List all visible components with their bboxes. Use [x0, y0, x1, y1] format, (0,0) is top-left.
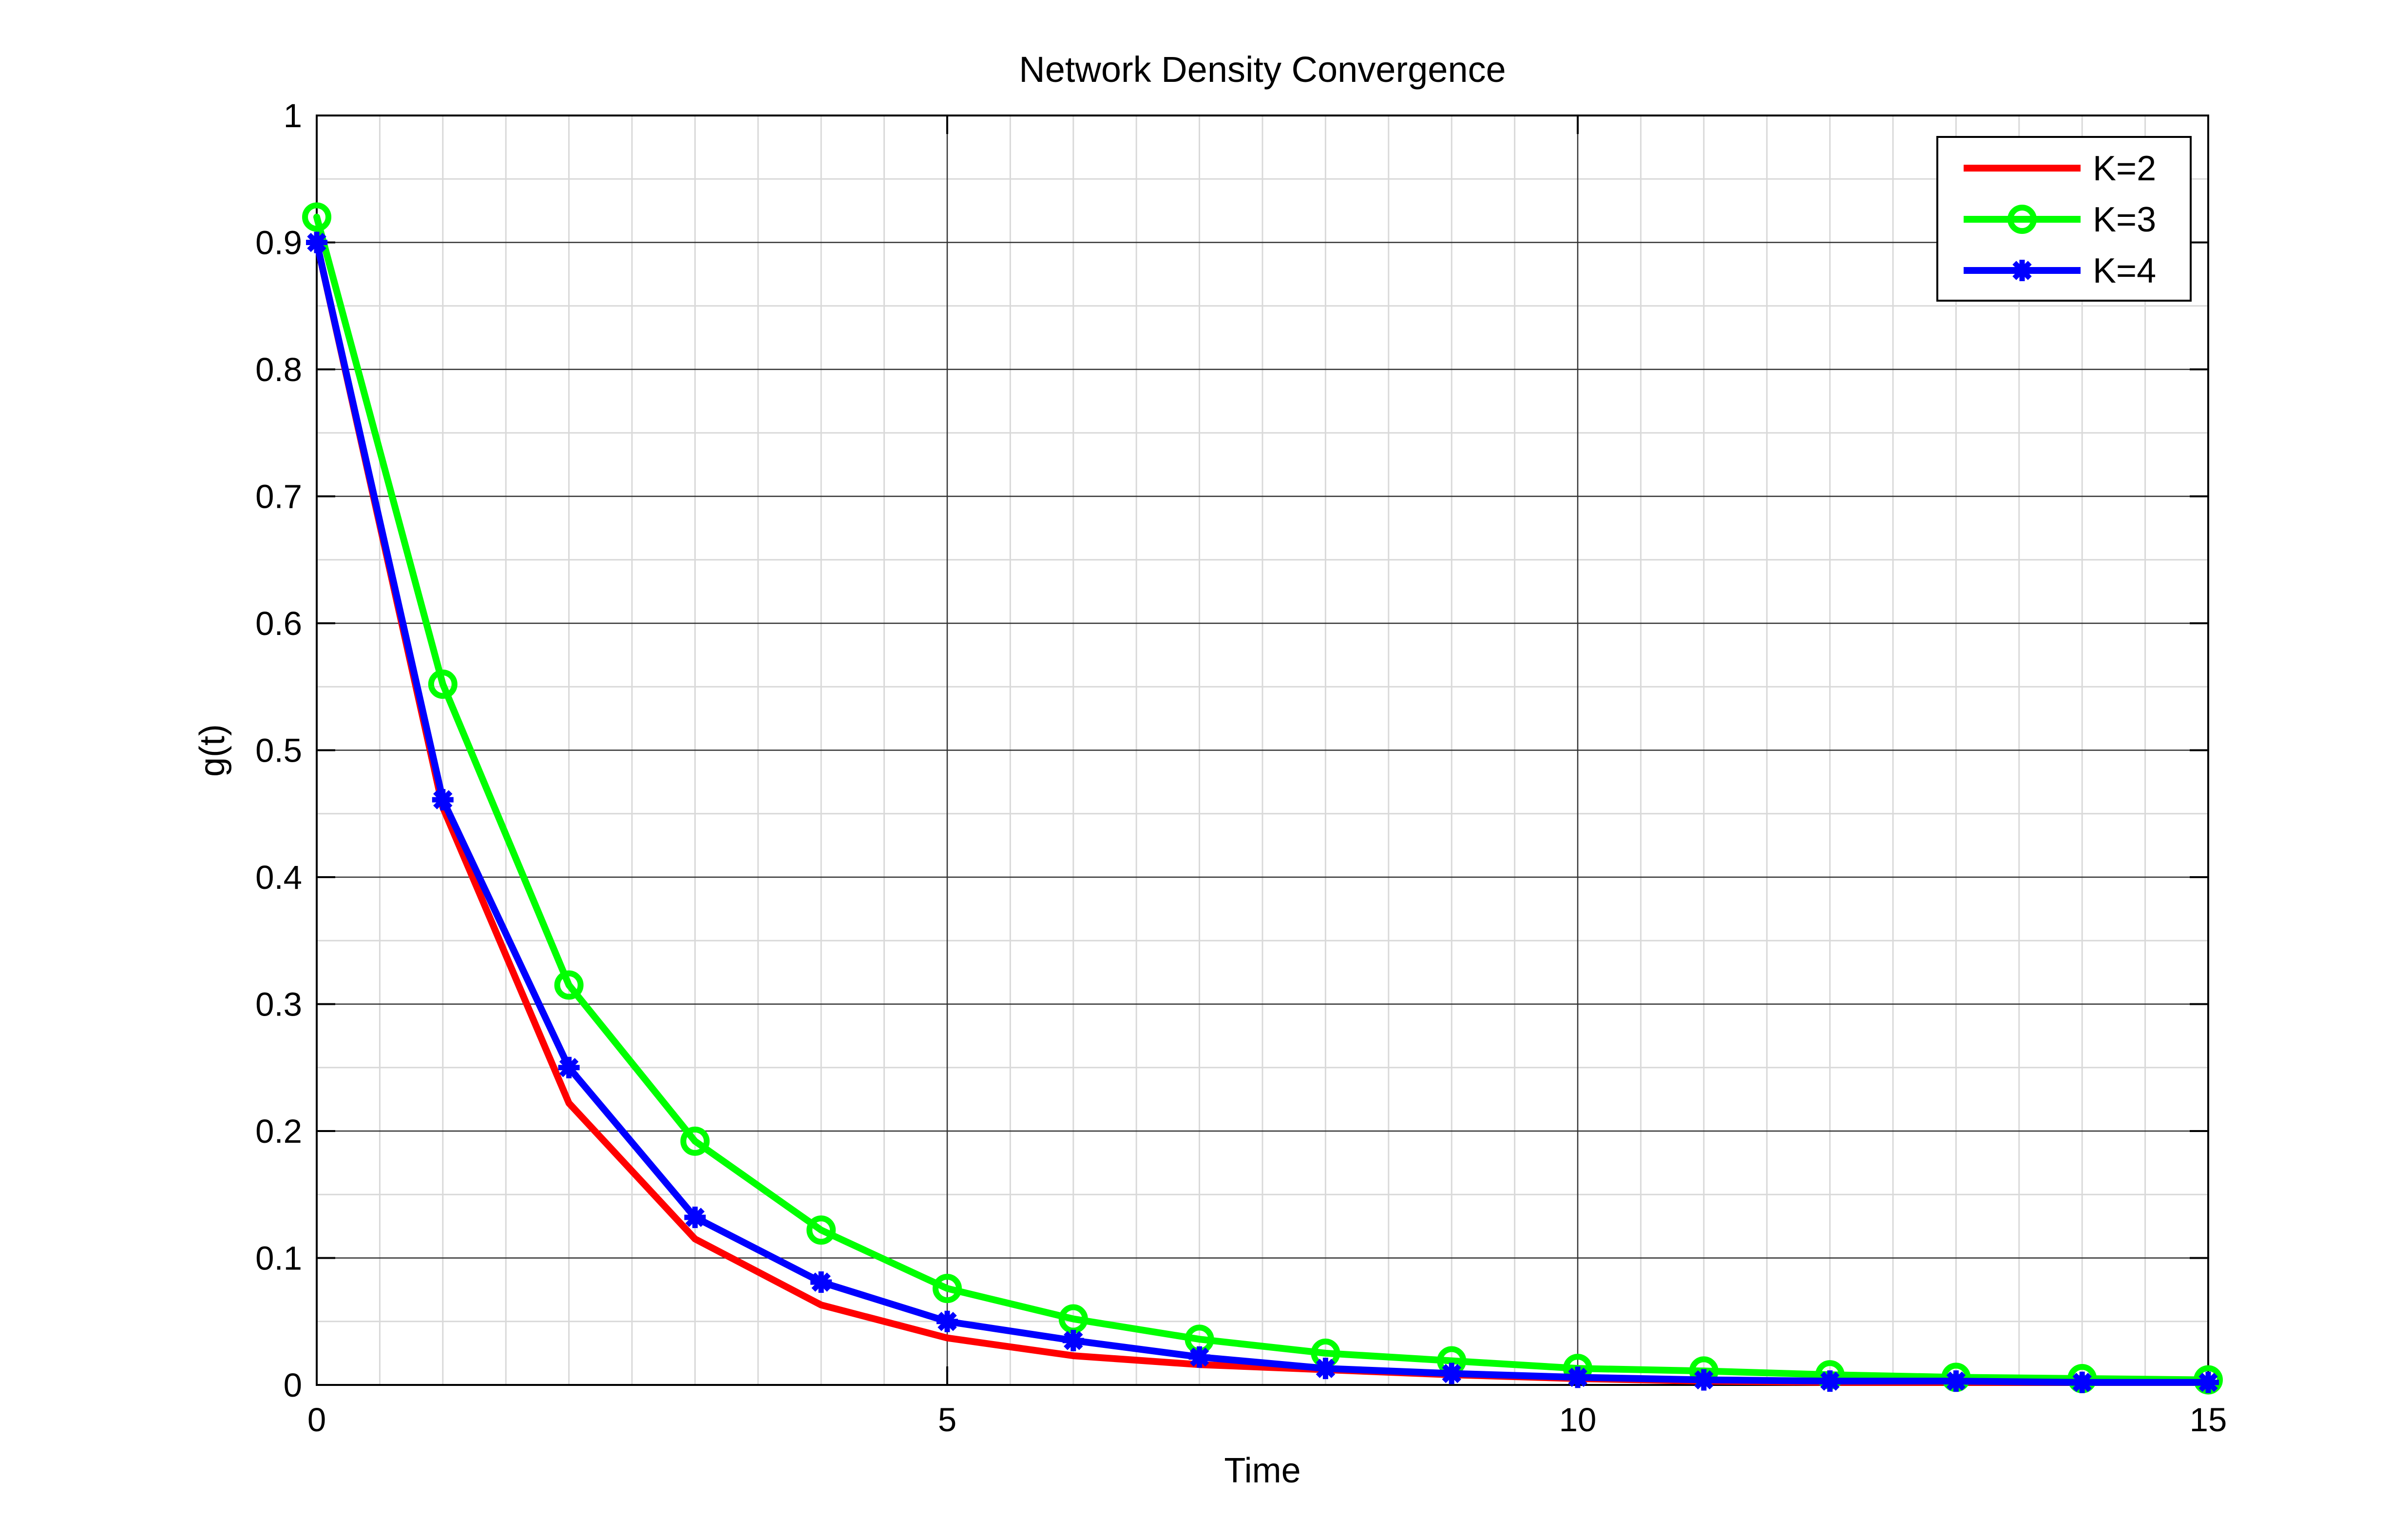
- x-tick-label: 5: [938, 1401, 956, 1439]
- data-point-k-4: [810, 1271, 832, 1293]
- y-tick-label: 0: [284, 1366, 302, 1404]
- data-point-k-4: [432, 789, 454, 811]
- y-tick-label: 0.3: [255, 986, 302, 1023]
- data-point-k-3: [302, 202, 331, 232]
- data-point-k-4: [1945, 1370, 1967, 1392]
- data-point-k-4: [936, 1310, 958, 1332]
- major-grid: [317, 115, 2208, 1385]
- y-tick-label: 0.9: [255, 224, 302, 262]
- y-tick-label: 1: [284, 97, 302, 134]
- legend-marker-k-3: [2007, 205, 2037, 234]
- legend: K=2 K=3 K=4: [1936, 136, 2192, 302]
- legend-entries: K=2 K=3 K=4: [1964, 149, 2156, 290]
- series-line-k-3: [313, 213, 2212, 1383]
- data-point-k-3: [428, 670, 458, 699]
- x-tick-label: 15: [2190, 1401, 2227, 1439]
- series-k-4: [306, 231, 2219, 1393]
- data-point-k-4: [1441, 1363, 1463, 1384]
- data-point-k-3: [806, 1215, 836, 1245]
- data-point-k-3: [680, 1126, 710, 1156]
- legend-label-k-3: K=3: [2093, 200, 2156, 239]
- x-axis-title: Time: [1224, 1451, 1300, 1490]
- y-tick-label: 0.1: [255, 1240, 302, 1277]
- legend-label-k-2: K=2: [2093, 149, 2156, 188]
- y-tick-label: 0.4: [255, 859, 302, 896]
- series-k-3: [302, 202, 2223, 1395]
- data-point-k-4: [1315, 1358, 1337, 1380]
- legend-marker-k-4: [2011, 260, 2033, 281]
- data-point-k-3: [933, 1274, 962, 1304]
- legend-entry-k-4: K=4: [1964, 251, 2156, 290]
- x-axis-tick-labels: 0 5 10 15: [307, 1401, 2227, 1439]
- y-tick-label: 0.7: [255, 478, 302, 516]
- legend-entry-k-2: K=2: [1964, 149, 2156, 188]
- y-axis-tick-labels: 0 0.1 0.2 0.3 0.4 0.5 0.6 0.7 0.8 0.9 1: [255, 97, 302, 1404]
- y-tick-label: 0.8: [255, 351, 302, 388]
- data-point-k-3: [554, 970, 584, 1000]
- series-line-k-4: [313, 239, 2212, 1386]
- y-tick-label: 0.6: [255, 605, 302, 642]
- data-point-k-4: [1693, 1369, 1715, 1391]
- data-point-k-4: [1819, 1370, 1841, 1392]
- y-axis-title: g(t): [193, 724, 232, 777]
- series-layer: [302, 202, 2223, 1395]
- y-tick-label: 0.5: [255, 732, 302, 769]
- y-tick-label: 0.2: [255, 1113, 302, 1150]
- x-tick-label: 10: [1559, 1401, 1597, 1439]
- data-point-k-4: [1567, 1366, 1588, 1388]
- legend-entry-k-3: K=3: [1964, 200, 2156, 239]
- data-point-k-4: [2198, 1371, 2219, 1393]
- chart-title: Network Density Convergence: [1019, 49, 1506, 90]
- data-point-k-4: [2071, 1371, 2093, 1393]
- x-tick-label: 0: [307, 1401, 326, 1439]
- data-point-k-4: [1188, 1346, 1210, 1368]
- data-point-k-4: [1062, 1329, 1084, 1351]
- legend-label-k-4: K=4: [2093, 251, 2156, 290]
- data-point-k-4: [558, 1056, 580, 1078]
- data-point-k-4: [684, 1207, 706, 1229]
- data-point-k-4: [306, 231, 327, 253]
